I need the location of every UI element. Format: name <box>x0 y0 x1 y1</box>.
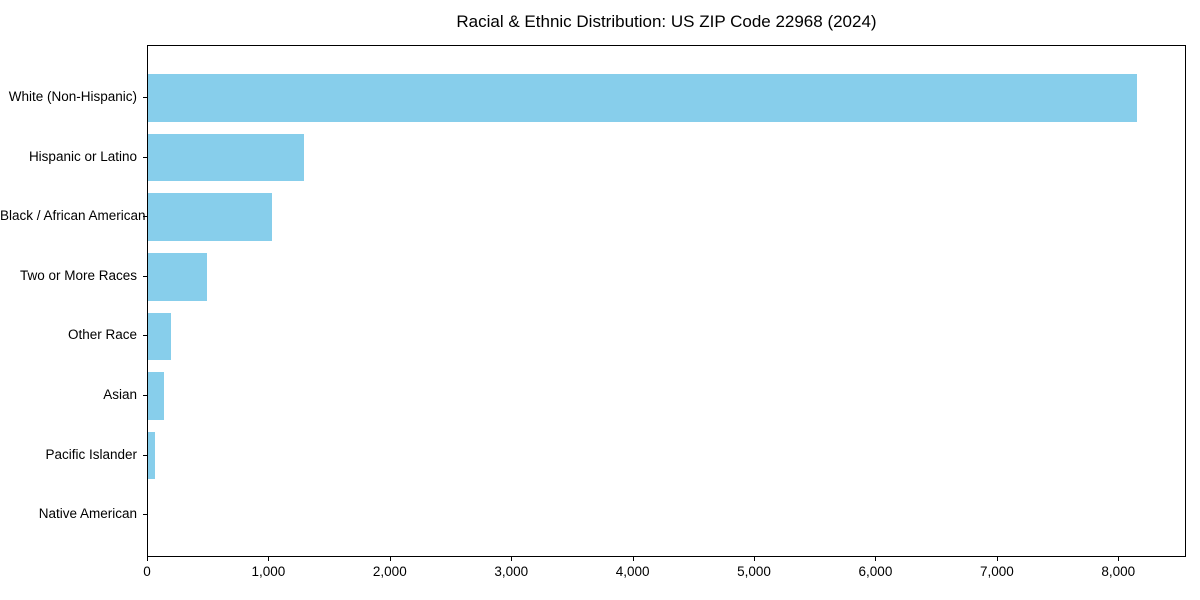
x-tick-mark <box>147 557 148 561</box>
x-tick-mark <box>1118 557 1120 561</box>
y-tick-mark <box>143 97 147 98</box>
bar <box>148 312 172 361</box>
bar <box>148 133 304 182</box>
y-tick-label: Pacific Islander <box>45 446 137 462</box>
x-tick-mark <box>389 557 391 561</box>
x-tick-mark <box>996 557 998 561</box>
y-tick-label: Native American <box>38 506 137 522</box>
x-tick-mark <box>511 557 513 561</box>
bar <box>148 431 156 480</box>
x-tick-mark <box>754 557 756 561</box>
bar <box>148 252 208 301</box>
y-tick-label: Asian <box>103 387 137 402</box>
bar <box>148 193 273 242</box>
y-tick-mark <box>143 156 147 158</box>
x-tick-label: 3,000 <box>494 564 529 579</box>
bar <box>148 372 164 420</box>
y-tick-label: White (Non-Hispanic) <box>8 89 137 104</box>
plot-area <box>147 45 1186 557</box>
x-tick-mark <box>632 557 634 561</box>
y-tick-mark <box>143 216 147 218</box>
y-tick-mark <box>143 275 147 277</box>
x-tick-label: 0 <box>143 564 151 579</box>
x-tick-label: 7,000 <box>979 564 1014 579</box>
x-tick-label: 4,000 <box>615 564 650 579</box>
y-tick-mark <box>143 514 147 516</box>
x-tick-mark <box>875 557 877 561</box>
x-tick-label: 8,000 <box>1101 564 1136 579</box>
y-tick-mark <box>143 395 147 396</box>
y-tick-label: Two or More Races <box>19 267 137 283</box>
y-tick-label: Other Race <box>67 327 137 343</box>
y-tick-label: Black / African American <box>0 208 146 224</box>
chart-title: Racial & Ethnic Distribution: US ZIP Cod… <box>456 12 877 31</box>
x-tick-label: 5,000 <box>737 564 771 579</box>
x-tick-label: 2,000 <box>372 564 407 579</box>
x-tick-label: 1,000 <box>251 564 286 579</box>
bar <box>148 74 1138 122</box>
x-tick-label: 6,000 <box>858 564 893 579</box>
y-tick-mark <box>143 335 147 337</box>
x-tick-mark <box>268 557 270 561</box>
y-tick-mark <box>143 454 147 456</box>
y-tick-label: Hispanic or Latino <box>28 148 137 164</box>
